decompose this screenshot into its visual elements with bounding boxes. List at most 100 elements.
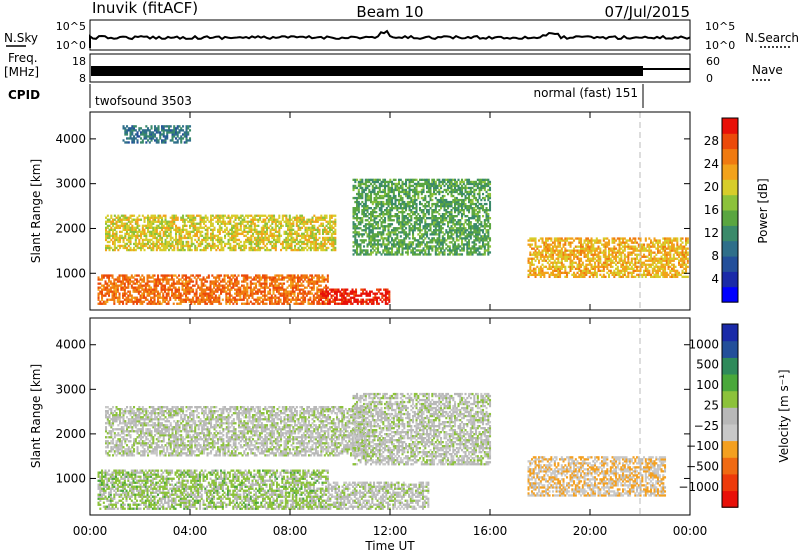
- power-cell: [173, 218, 176, 221]
- power-cell: [422, 184, 425, 188]
- power-cell: [255, 238, 258, 242]
- power-cell: [454, 186, 457, 190]
- power-cell: [229, 222, 232, 225]
- power-cell: [197, 296, 200, 299]
- power-cell: [122, 288, 125, 291]
- power-cell: [256, 290, 259, 293]
- power-cell: [222, 220, 225, 223]
- power-cell: [276, 238, 279, 242]
- power-cell: [387, 205, 390, 208]
- power-cell: [206, 276, 209, 279]
- power-cell: [290, 236, 293, 240]
- power-cell: [113, 248, 116, 252]
- power-cell: [197, 236, 200, 240]
- power-cell: [209, 300, 212, 303]
- power-cell: [196, 228, 199, 232]
- power-cell: [229, 228, 232, 232]
- power-cell: [124, 234, 127, 238]
- power-cell: [325, 238, 328, 242]
- power-cell: [192, 230, 195, 234]
- power-cell: [188, 298, 191, 301]
- power-cell: [271, 226, 274, 230]
- power-cell: [377, 223, 380, 226]
- power-cell: [434, 231, 437, 234]
- power-cell: [330, 240, 333, 244]
- power-cell: [431, 233, 434, 236]
- power-cell: [461, 198, 464, 202]
- power-cell: [158, 302, 161, 305]
- power-cell: [311, 288, 314, 291]
- power-cell: [161, 238, 164, 242]
- power-cell: [171, 242, 174, 246]
- power-cell: [415, 207, 418, 210]
- power-cell: [187, 234, 190, 238]
- power-cell: [185, 286, 188, 289]
- power-cell: [468, 227, 471, 230]
- power-cell: [260, 220, 263, 223]
- power-cell: [329, 224, 332, 228]
- power-cell: [459, 253, 462, 256]
- power-cell: [413, 182, 416, 186]
- power-cell: [274, 228, 277, 232]
- power-cell: [304, 246, 307, 250]
- power-cell: [262, 228, 265, 232]
- power-cell: [438, 225, 441, 228]
- power-cell: [147, 226, 150, 230]
- power-cell: [249, 280, 252, 283]
- power-cell: [450, 194, 453, 198]
- power-cell: [473, 241, 476, 244]
- power-cell: [148, 294, 151, 297]
- power-cell: [274, 246, 277, 250]
- power-cell: [380, 184, 383, 188]
- power-cell: [294, 248, 297, 252]
- power-cell: [281, 278, 284, 281]
- power-cell: [241, 292, 244, 295]
- power-cell: [171, 240, 174, 244]
- power-cell: [181, 294, 184, 297]
- power-cell: [485, 231, 488, 234]
- power-cell: [136, 226, 139, 230]
- power-cell: [438, 217, 441, 220]
- power-cell: [157, 240, 160, 244]
- power-cell: [208, 242, 211, 246]
- power-cell: [424, 180, 427, 184]
- power-cell: [389, 178, 392, 182]
- power-cell: [220, 274, 223, 277]
- power-cell: [454, 219, 457, 222]
- power-cell: [334, 302, 337, 305]
- power-cell: [105, 248, 108, 252]
- power-cell: [211, 224, 214, 228]
- power-cell: [214, 296, 217, 299]
- power-cell: [139, 284, 142, 287]
- power-cell: [412, 198, 415, 202]
- power-cell: [129, 282, 132, 285]
- power-cell: [136, 286, 139, 289]
- power-cell: [148, 218, 151, 221]
- power-cell: [146, 294, 149, 297]
- power-cell: [443, 251, 446, 254]
- power-cell: [445, 200, 448, 204]
- power-cell: [306, 240, 309, 244]
- power-cell: [311, 226, 314, 230]
- power-cell: [485, 235, 488, 238]
- power-cell: [99, 290, 102, 293]
- power-cell: [380, 180, 383, 184]
- power-cell: [272, 290, 275, 293]
- power-cell: [440, 186, 443, 190]
- power-cell: [204, 240, 207, 244]
- power-cell: [277, 278, 280, 281]
- power-cell: [133, 246, 136, 250]
- power-cell: [267, 214, 270, 217]
- power-cell: [424, 198, 427, 202]
- power-cell: [242, 292, 245, 295]
- power-cell: [355, 294, 358, 297]
- power-cell: [250, 222, 253, 225]
- power-cell: [354, 209, 357, 212]
- power-cell: [295, 298, 298, 301]
- power-cell: [376, 300, 379, 303]
- power-cell: [257, 214, 260, 217]
- power-cell: [408, 194, 411, 198]
- power-cell: [323, 226, 326, 230]
- power-cell: [192, 214, 195, 217]
- power-cell: [285, 216, 288, 219]
